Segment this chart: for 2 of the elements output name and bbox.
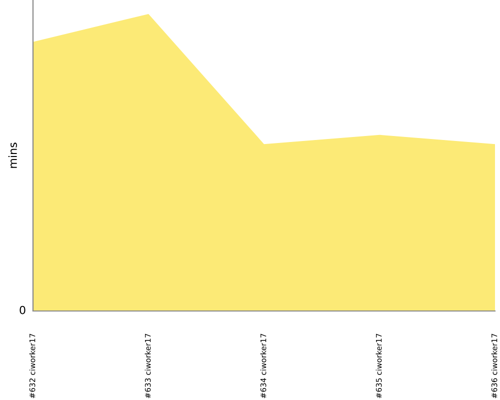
text: 0 (20, 306, 26, 314)
y-axis-title: mins (8, 142, 17, 168)
